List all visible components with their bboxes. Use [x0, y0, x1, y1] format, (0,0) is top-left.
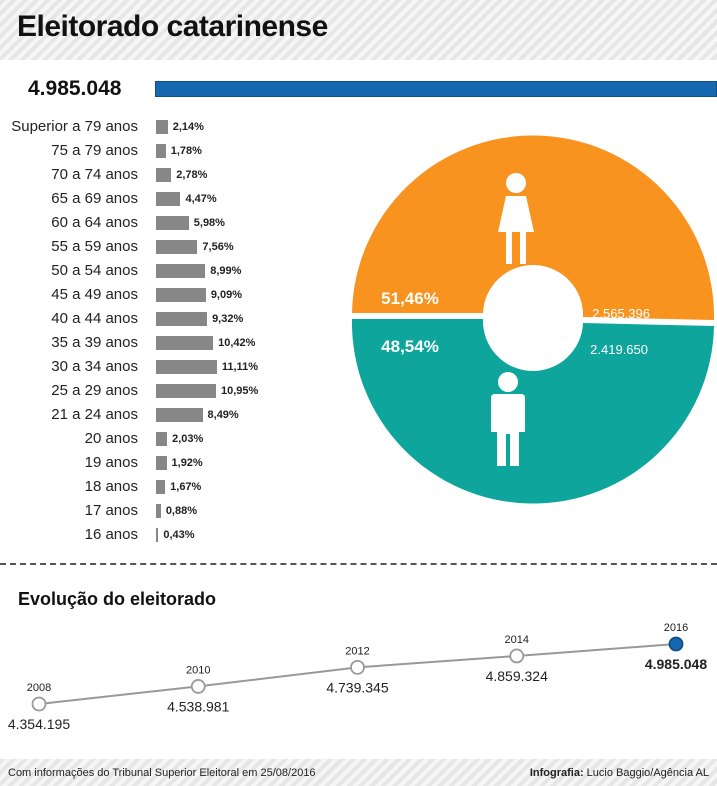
age-category-label: 45 a 49 anos [51, 286, 138, 303]
age-bar [156, 192, 181, 206]
total-voters-label: 4.985.048 [28, 77, 122, 100]
age-bar [156, 408, 203, 422]
age-value-label: 2,14% [172, 121, 204, 133]
age-bar [156, 120, 168, 134]
evolution-point [190, 679, 206, 694]
age-value-label: 9,32% [212, 313, 244, 325]
age-category-label: 70 a 74 anos [51, 166, 138, 183]
evolution-point [509, 648, 525, 664]
credit-note: Infografia: Lucio Baggio/Agência AL [530, 767, 709, 779]
age-category-label: 65 a 69 anos [51, 190, 138, 207]
age-value-label: 1,92% [171, 457, 203, 469]
footer-band [0, 759, 717, 786]
year-label: 2012 [345, 645, 369, 657]
year-label: 2008 [27, 682, 51, 694]
value-label: 4.538.981 [167, 698, 229, 714]
total-voters-bar [155, 81, 717, 97]
value-label: 4.739.345 [326, 679, 388, 695]
male-count-label: 2.419.650 [590, 342, 648, 357]
female-count-label: 2.565.396 [592, 306, 650, 321]
age-bar [156, 456, 167, 470]
male-percent-label: 48,54% [381, 337, 439, 356]
age-bar [156, 144, 166, 158]
year-label: 2014 [505, 634, 529, 646]
age-category-label: 35 a 39 anos [51, 334, 138, 351]
year-label: 2010 [186, 664, 210, 676]
age-value-label: 8,49% [207, 409, 239, 421]
age-category-label: 50 a 54 anos [51, 262, 138, 279]
age-category-label: 19 anos [84, 454, 138, 471]
evolution-point [668, 636, 684, 652]
age-category-label: 40 a 44 anos [51, 310, 138, 327]
age-value-label: 1,67% [170, 481, 202, 493]
male-slice [351, 319, 714, 504]
age-bar [156, 312, 208, 326]
age-category-label: 25 a 29 anos [51, 382, 138, 399]
evolution-point [31, 696, 47, 712]
female-slice [352, 135, 715, 320]
age-bar [156, 432, 168, 446]
age-bar [156, 216, 189, 230]
male-icon [491, 372, 525, 466]
age-value-label: 9,09% [210, 289, 243, 301]
age-bar [156, 168, 172, 182]
evolution-point [350, 659, 365, 675]
age-value-label: 11,11% [221, 361, 258, 373]
year-label: 2016 [664, 622, 688, 634]
age-bar [156, 264, 206, 278]
age-bar [156, 504, 161, 518]
value-label: 4.859.324 [486, 668, 548, 684]
source-note: Com informações do Tribunal Superior Ele… [8, 767, 316, 779]
age-bar [156, 384, 216, 398]
age-value-label: 8,99% [210, 265, 242, 277]
age-bar [156, 480, 166, 494]
age-value-label: 0,43% [163, 529, 195, 541]
age-value-label: 1,78% [170, 145, 202, 157]
age-value-label: 0,88% [165, 505, 198, 517]
evolution-line-chart: 2008 4.354.195 2010 4.538.981 2012 4.739.345 2… [8, 622, 707, 732]
donut-hole [483, 269, 583, 369]
age-category-label: 30 a 34 anos [51, 358, 138, 375]
page-title: Eleitorado catarinense [17, 10, 328, 43]
age-value-label: 2,03% [172, 433, 204, 445]
age-category-label: 17 anos [84, 502, 138, 519]
value-label: 4.985.048 [645, 656, 707, 672]
section-divider [0, 563, 717, 565]
age-category-label: 21 a 24 anos [51, 406, 138, 423]
credit-label: Infografia: [529, 767, 584, 779]
age-category-label: 16 anos [84, 526, 138, 543]
evolution-title: Evolução do eleitorado [18, 589, 217, 609]
age-bar [156, 360, 217, 374]
female-icon [498, 173, 534, 264]
age-category-label: Superior a 79 anos [11, 118, 138, 135]
age-bar [156, 288, 206, 302]
age-value-label: 2,78% [176, 169, 208, 181]
age-value-label: 10,42% [218, 337, 256, 349]
age-category-label: 60 a 64 anos [51, 214, 138, 231]
age-value-label: 7,56% [202, 241, 234, 253]
age-bar [156, 336, 214, 350]
credit-name: Lucio Baggio/Agência AL [586, 767, 709, 779]
age-value-label: 5,98% [193, 217, 225, 229]
female-percent-label: 51,46% [381, 289, 439, 308]
age-category-label: 18 anos [84, 478, 138, 495]
age-category-label: 55 a 59 anos [51, 238, 138, 255]
age-category-label: 75 a 79 anos [51, 142, 138, 159]
value-label: 4.354.195 [8, 716, 70, 732]
header-band [0, 0, 717, 60]
age-bar [156, 240, 198, 254]
age-value-label: 4,47% [185, 193, 217, 205]
age-category-label: 20 anos [84, 430, 138, 447]
age-bar [156, 528, 159, 542]
age-value-label: 10,95% [221, 385, 259, 397]
